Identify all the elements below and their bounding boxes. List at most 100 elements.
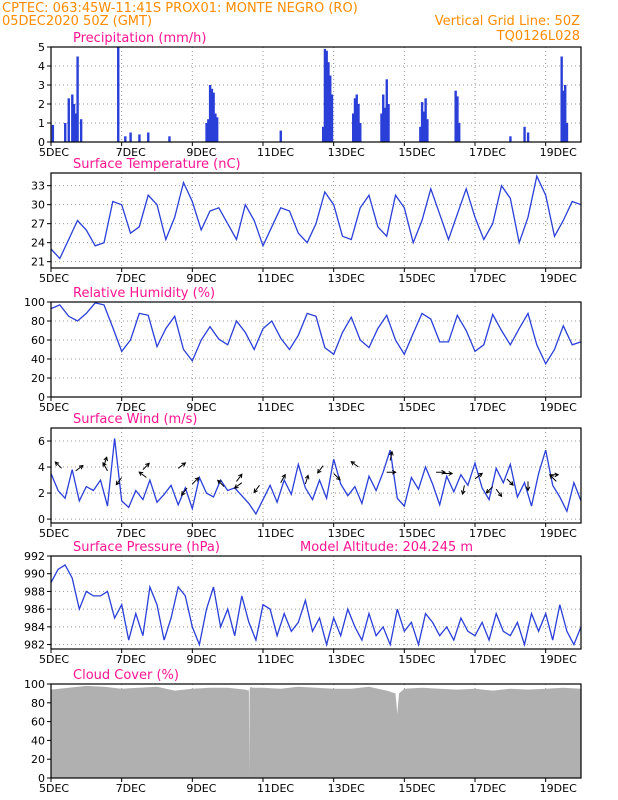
x-tick-label: 13DEC (328, 401, 365, 414)
precip-bar (51, 124, 55, 142)
x-tick-label: 11DEC (257, 146, 294, 159)
wind-arrow (386, 469, 397, 475)
series-line-temp (50, 174, 582, 260)
cloud-cover-area (51, 685, 581, 778)
wind-arrow (333, 473, 341, 481)
wind-arrow (389, 450, 394, 461)
precip-bar (67, 98, 70, 142)
plot-frame (50, 683, 582, 779)
x-tick-label: 5DEC (39, 782, 69, 795)
plot-frame (50, 46, 582, 143)
x-tick-label: 19DEC (540, 272, 577, 285)
wind-arrow (280, 473, 286, 483)
y-tick-label: 0 (38, 391, 45, 404)
precip-bar (458, 123, 461, 142)
x-tick-label: 11DEC (257, 272, 294, 285)
x-tick-label: 7DEC (116, 527, 146, 540)
precip-bar (71, 94, 74, 142)
y-tick-label: 990 (24, 568, 45, 581)
wind-arrow (75, 464, 84, 472)
series-line-rh (50, 302, 582, 366)
precip-bar (357, 104, 360, 142)
precip-bar (424, 98, 427, 142)
x-tick-label: 11DEC (257, 653, 294, 666)
wind-arrow (115, 477, 123, 486)
wind-arrow (525, 481, 531, 492)
wind-arrow (217, 479, 225, 487)
precip-bar (355, 94, 358, 142)
wind-arrow (191, 476, 200, 485)
precip-bar (117, 47, 120, 142)
precip-bar (387, 104, 390, 142)
y-tick-label: 0 (38, 136, 45, 149)
y-tick-label: 27 (31, 218, 45, 231)
wind-arrow (460, 485, 466, 496)
precip-bar (509, 136, 512, 142)
x-tick-label: 19DEC (540, 782, 577, 795)
x-tick-label: 13DEC (328, 527, 365, 540)
y-tick-label: 4 (38, 60, 45, 73)
precip-bar (420, 102, 424, 142)
precip-bar (138, 134, 141, 142)
precip-bar (353, 98, 357, 142)
precip-bar (325, 50, 328, 142)
panel-title-cloud: Cloud Cover (%) (73, 668, 179, 683)
precip-bar (380, 113, 383, 142)
precip-bar (214, 113, 217, 142)
y-tick-label: 5 (38, 41, 45, 54)
precip-bar (64, 123, 67, 142)
precip-bar (208, 85, 212, 142)
precip-bar (323, 48, 327, 142)
y-tick-label: 0 (38, 772, 45, 785)
wind-arrow (177, 462, 187, 469)
x-tick-label: 15DEC (398, 401, 435, 414)
panel-precip: 0 1 2 3 4 5 5DEC 7DEC 9DEC 11DEC 13DEC 15DEC 17DEC 19… (38, 31, 582, 159)
x-tick-label: 19DEC (540, 653, 577, 666)
panel-title-wind: Surface Wind (m/s) (73, 412, 197, 427)
x-tick-label: 7DEC (116, 782, 146, 795)
wind-arrow (233, 482, 243, 489)
panel-title-precip: Precipitation (mm/h) (73, 31, 206, 46)
y-tick-label: 982 (24, 639, 45, 652)
y-tick-label: 20 (31, 753, 45, 766)
panel-cloud: 0 20 40 60 80 100 5DEC 7DEC 9DEC 11DEC 13DEC 15DEC 1… (24, 668, 582, 795)
x-tick-label: 17DEC (469, 401, 506, 414)
precip-bar (76, 56, 79, 142)
y-tick-label: 20 (31, 372, 45, 385)
precip-bar (321, 126, 325, 142)
wind-arrow (142, 462, 150, 470)
precip-bar (382, 94, 385, 142)
precip-bar (419, 126, 422, 142)
x-tick-label: 15DEC (398, 272, 435, 285)
y-tick-label: 3 (38, 79, 45, 92)
precip-bar (564, 85, 567, 142)
y-tick-label: 992 (24, 550, 45, 563)
y-tick-label: 33 (31, 180, 45, 193)
precip-bar (212, 92, 215, 142)
chart-panels: 0 1 2 3 4 5 5DEC 7DEC 9DEC 11DEC 13DEC 15DEC 17DEC 19… (24, 31, 582, 795)
precip-bar (359, 123, 362, 142)
precip-bar (523, 126, 526, 142)
x-tick-label: 7DEC (116, 653, 146, 666)
x-tick-label: 11DEC (257, 527, 294, 540)
x-tick-label: 17DEC (469, 146, 506, 159)
y-tick-label: 6 (38, 435, 45, 448)
precip-bar (383, 107, 387, 142)
panel-title-temp: Surface Temperature (nC) (73, 157, 241, 172)
wind-arrow (236, 473, 243, 482)
precip-bar (210, 88, 214, 142)
header-grid-line-note: Vertical Grid Line: 50Z (435, 14, 580, 29)
plot-frame (50, 172, 582, 269)
wind-arrow (253, 485, 260, 494)
wind-arrow (304, 474, 310, 485)
x-tick-label: 13DEC (328, 272, 365, 285)
precip-bar (565, 123, 569, 142)
series-line-pres (50, 563, 582, 648)
model-altitude: Model Altitude: 204.245 m (300, 540, 473, 555)
x-tick-label: 5DEC (39, 401, 69, 414)
y-tick-label: 2 (38, 487, 45, 500)
y-tick-label: 80 (31, 697, 45, 710)
x-tick-label: 19DEC (540, 527, 577, 540)
precip-bar (329, 75, 332, 142)
